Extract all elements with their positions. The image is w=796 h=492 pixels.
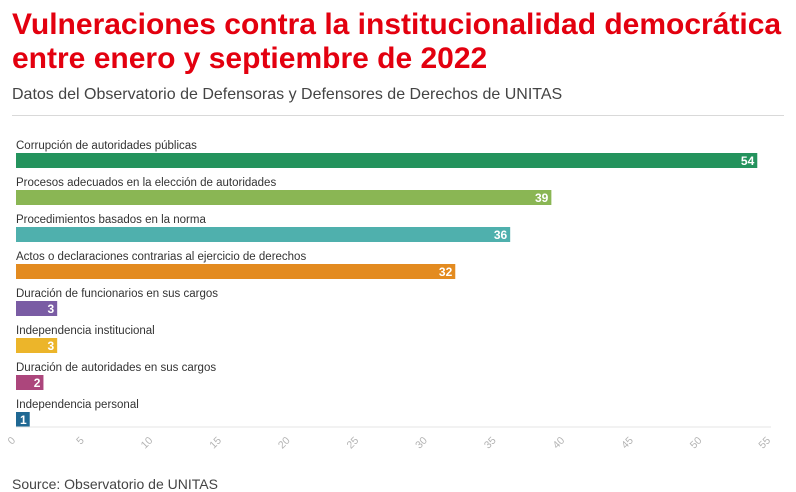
x-tick-label: 55 xyxy=(756,435,773,452)
bar xyxy=(16,412,30,427)
x-tick-label: 5 xyxy=(74,435,87,448)
x-tick-label: 0 xyxy=(6,435,19,448)
data-label: 3 xyxy=(47,339,54,353)
bar xyxy=(16,301,58,316)
bar xyxy=(16,227,511,242)
bar xyxy=(16,375,44,390)
bar xyxy=(16,264,456,279)
category-label: Independencia personal xyxy=(16,399,139,411)
bar xyxy=(16,338,58,353)
category-label: Duración de funcionarios en sus cargos xyxy=(16,288,218,300)
data-label: 32 xyxy=(439,265,453,279)
data-label: 1 xyxy=(20,413,27,427)
data-label: 39 xyxy=(535,191,549,205)
chart-subtitle: Datos del Observatorio de Defensoras y D… xyxy=(12,86,563,103)
x-tick-label: 30 xyxy=(413,435,430,452)
category-label: Corrupción de autoridades públicas xyxy=(16,140,197,152)
x-tick-label: 10 xyxy=(139,435,156,452)
x-tick-label: 45 xyxy=(619,435,636,452)
category-label: Independencia institucional xyxy=(16,325,155,337)
divider xyxy=(12,115,784,116)
category-label: Procesos adecuados en la elección de aut… xyxy=(16,177,276,189)
x-tick-label: 50 xyxy=(688,435,705,452)
bar-chart: Corrupción de autoridades públicas 54 Proc… xyxy=(6,140,774,452)
data-label: 3 xyxy=(47,302,54,316)
x-tick-label: 25 xyxy=(345,435,362,452)
bar xyxy=(16,190,552,205)
category-label: Procedimientos basados en la norma xyxy=(16,214,206,226)
x-tick-label: 35 xyxy=(482,435,499,452)
x-tick-label: 40 xyxy=(550,435,567,452)
category-label: Duración de autoridades en sus cargos xyxy=(16,362,216,374)
x-tick-label: 15 xyxy=(207,435,224,452)
data-label: 2 xyxy=(34,376,41,390)
data-label: 36 xyxy=(494,228,508,242)
bar xyxy=(16,153,758,168)
x-tick-label: 20 xyxy=(276,435,293,452)
data-label: 54 xyxy=(741,154,755,168)
source-note: Source: Observatorio de UNITAS xyxy=(12,476,218,492)
category-label: Actos o declaraciones contrarias al ejer… xyxy=(16,251,306,263)
chart-title: Vulneraciones contra la institucionalida… xyxy=(12,8,782,75)
